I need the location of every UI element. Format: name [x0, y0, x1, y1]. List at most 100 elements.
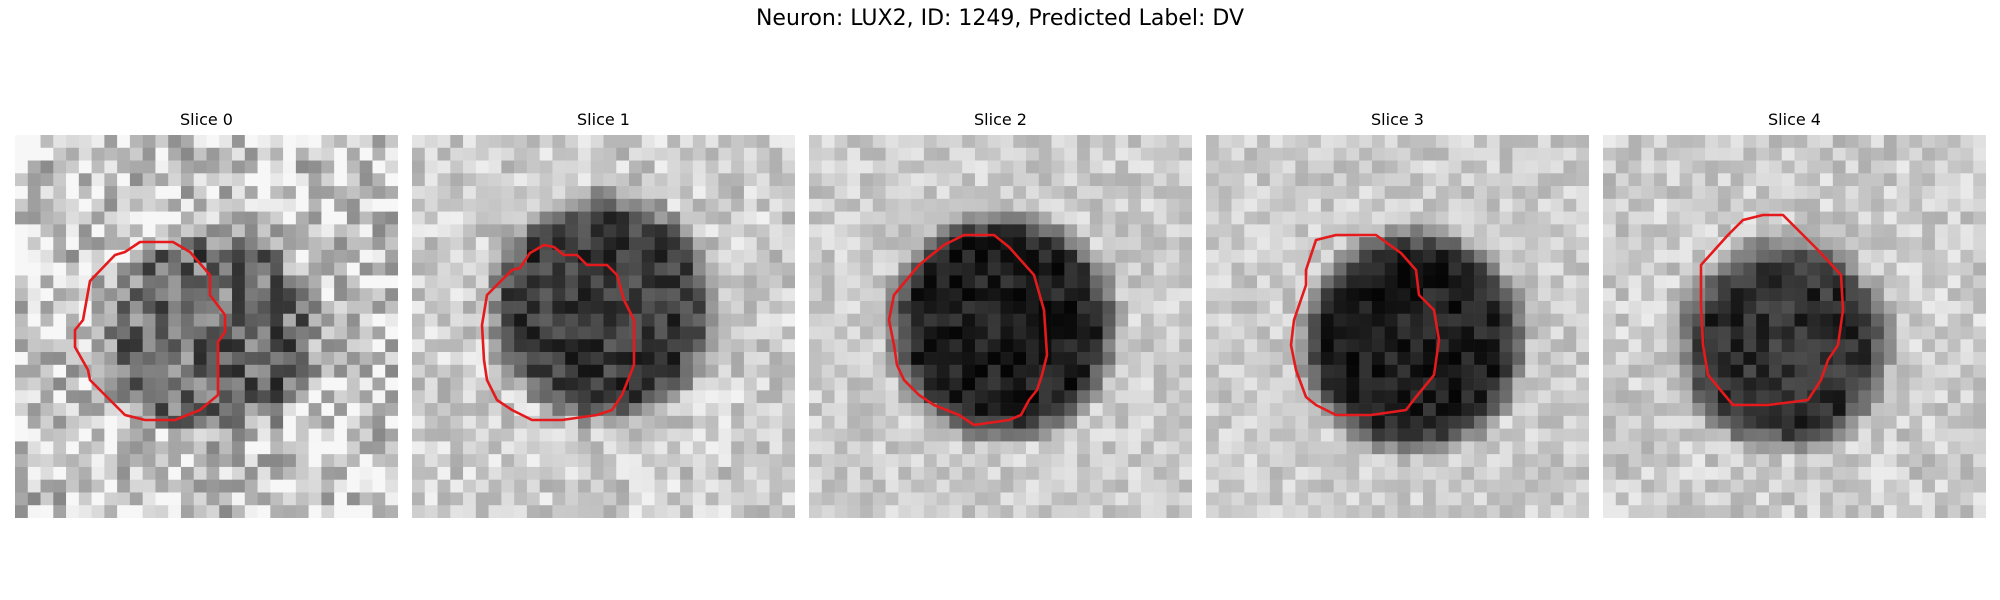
pixel	[911, 479, 925, 493]
pixel	[692, 339, 706, 353]
pixel	[1140, 428, 1154, 442]
pixel	[731, 441, 745, 455]
pixel	[756, 479, 770, 493]
pixel	[1909, 237, 1923, 251]
pixel	[590, 492, 604, 506]
pixel	[1038, 198, 1052, 212]
pixel	[1359, 352, 1373, 366]
roi-contour	[1289, 233, 1441, 417]
pixel	[488, 262, 502, 276]
pixel	[168, 441, 182, 455]
pixel	[1756, 262, 1770, 276]
pixel	[1641, 249, 1655, 263]
pixel	[872, 288, 886, 302]
pixel	[1858, 466, 1872, 480]
pixel	[1346, 352, 1360, 366]
pixel	[1883, 441, 1897, 455]
pixel	[1768, 313, 1783, 327]
pixel	[629, 352, 643, 366]
pixel	[1410, 377, 1424, 391]
pixel	[1705, 454, 1719, 468]
pixel	[1537, 492, 1551, 506]
pixel	[1257, 186, 1271, 200]
pixel	[1166, 441, 1180, 455]
pixel	[1628, 403, 1642, 417]
pixel	[1717, 428, 1731, 442]
pixel	[974, 173, 989, 187]
pixel	[1206, 364, 1220, 378]
pixel	[936, 352, 950, 366]
pixel	[577, 160, 592, 174]
pixel	[1153, 249, 1167, 263]
pixel	[488, 313, 502, 327]
pixel	[129, 326, 143, 340]
pixel	[1295, 160, 1309, 174]
pixel	[936, 313, 950, 327]
pixel	[1026, 173, 1040, 187]
pixel	[1781, 186, 1795, 200]
pixel	[1960, 415, 1974, 429]
pixel	[1064, 211, 1078, 225]
pixel	[180, 479, 195, 493]
pixel	[1384, 275, 1398, 289]
pixel	[334, 198, 348, 212]
pixel	[847, 403, 861, 417]
pixel	[1820, 288, 1834, 302]
pixel	[1947, 441, 1961, 455]
pixel	[1499, 377, 1513, 391]
pixel	[412, 441, 426, 455]
pixel	[1947, 147, 1961, 161]
pixel	[142, 339, 156, 353]
pixel	[1705, 403, 1719, 417]
pixel	[1705, 173, 1719, 187]
pixel	[705, 428, 719, 442]
pixel	[565, 352, 579, 366]
pixel	[692, 288, 706, 302]
pixel	[1423, 505, 1437, 518]
pixel	[1909, 198, 1923, 212]
pixel	[1537, 326, 1551, 340]
pixel	[117, 313, 131, 327]
pixel	[1013, 300, 1027, 315]
pixel	[1231, 377, 1245, 391]
pixel	[680, 441, 694, 455]
pixel	[898, 390, 912, 404]
pixel	[1525, 479, 1539, 493]
pixel	[244, 249, 258, 263]
pixel	[654, 441, 668, 455]
pixel	[936, 492, 950, 506]
pixel	[821, 288, 835, 302]
pixel	[1692, 224, 1706, 238]
pixel	[424, 505, 438, 518]
pixel	[1089, 339, 1103, 353]
pixel	[78, 262, 92, 276]
pixel	[1807, 147, 1821, 161]
pixel	[1140, 249, 1154, 263]
pixel	[1064, 249, 1078, 263]
pixel	[1666, 326, 1680, 340]
pixel	[1947, 211, 1961, 225]
pixel	[1128, 300, 1142, 315]
pixel	[1231, 173, 1245, 187]
pixel	[1768, 454, 1783, 468]
pixel	[1679, 492, 1693, 506]
pixel	[359, 403, 373, 417]
pixel	[129, 135, 143, 149]
pixel	[1743, 441, 1757, 455]
pixel	[78, 403, 92, 417]
pixel	[1628, 186, 1642, 200]
pixel	[1858, 428, 1872, 442]
pixel	[66, 390, 80, 404]
pixel	[1000, 288, 1014, 302]
pixel	[590, 505, 604, 518]
pixel	[232, 173, 246, 187]
pixel	[539, 262, 553, 276]
pixel	[321, 364, 335, 378]
pixel	[308, 403, 322, 417]
pixel	[1512, 237, 1526, 251]
pixel	[1512, 173, 1526, 187]
pixel	[283, 492, 297, 506]
pixel	[616, 198, 630, 212]
pixel	[1115, 313, 1129, 327]
pixel	[372, 288, 386, 302]
